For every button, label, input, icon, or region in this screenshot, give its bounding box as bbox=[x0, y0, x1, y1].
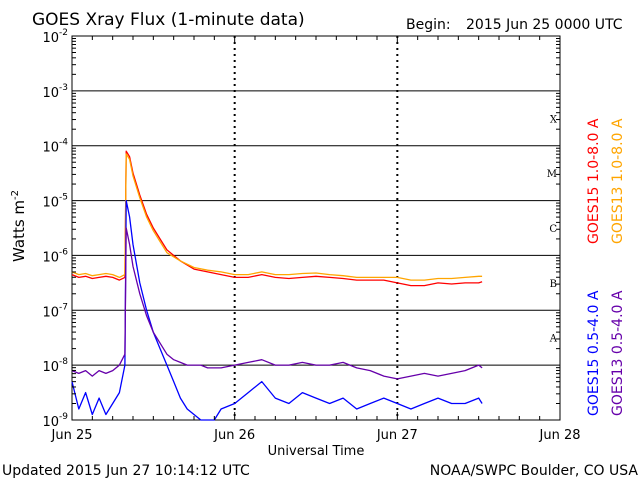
y-tick-label: 10-5 bbox=[42, 193, 68, 211]
series-line-0 bbox=[71, 150, 483, 287]
credit-text: NOAA/SWPC Boulder, CO USA bbox=[430, 463, 639, 479]
axes: 10-9 10-8 10-7 10-6 10-5 10-4 10-3 10-2 Jun 25 Ju… bbox=[42, 28, 580, 443]
begin-value: 2015 Jun 25 0000 UTC bbox=[466, 17, 623, 33]
legend-goes15-short: GOES15 0.5-4.0 A bbox=[586, 290, 602, 416]
flare-class-label: B bbox=[550, 279, 557, 290]
y-axis-label: Watts m-2 bbox=[10, 190, 28, 262]
y-tick-label: 10-3 bbox=[42, 83, 68, 101]
legend-goes15-long: GOES15 1.0-8.0 A bbox=[586, 118, 602, 244]
y-tick-label: 10-6 bbox=[42, 247, 68, 265]
series-line-2 bbox=[71, 199, 483, 421]
x-tick-label: Jun 25 bbox=[51, 428, 93, 443]
y-tick-label: 10-9 bbox=[42, 412, 68, 430]
legend-goes13-long: GOES13 1.0-8.0 A bbox=[610, 118, 626, 244]
flare-class-label: A bbox=[549, 334, 558, 345]
y-tick-label: 10-8 bbox=[42, 357, 68, 375]
legend-goes13-short: GOES13 0.5-4.0 A bbox=[610, 290, 626, 416]
x-tick-label: Jun 27 bbox=[376, 428, 418, 443]
series-line-1 bbox=[71, 153, 483, 281]
chart-title: GOES Xray Flux (1-minute data) bbox=[32, 10, 305, 30]
begin-label: Begin: bbox=[406, 17, 451, 33]
y-tick-label: 10-2 bbox=[42, 28, 68, 46]
x-axis-label: Universal Time bbox=[268, 444, 365, 459]
x-tick-label: Jun 28 bbox=[539, 428, 581, 443]
flare-class-label: M bbox=[547, 169, 557, 180]
updated-timestamp: Updated 2015 Jun 27 10:14:12 UTC bbox=[2, 463, 250, 479]
flare-class-label: X bbox=[550, 114, 558, 125]
plot-area bbox=[71, 35, 561, 421]
flare-class-label: C bbox=[549, 224, 557, 235]
plot-frame bbox=[71, 35, 561, 421]
y-tick-label: 10-4 bbox=[42, 138, 68, 156]
x-tick-label: Jun 26 bbox=[213, 428, 255, 443]
series-line-3 bbox=[71, 227, 483, 380]
y-tick-label: 10-7 bbox=[42, 302, 68, 320]
series-lines bbox=[71, 150, 483, 421]
